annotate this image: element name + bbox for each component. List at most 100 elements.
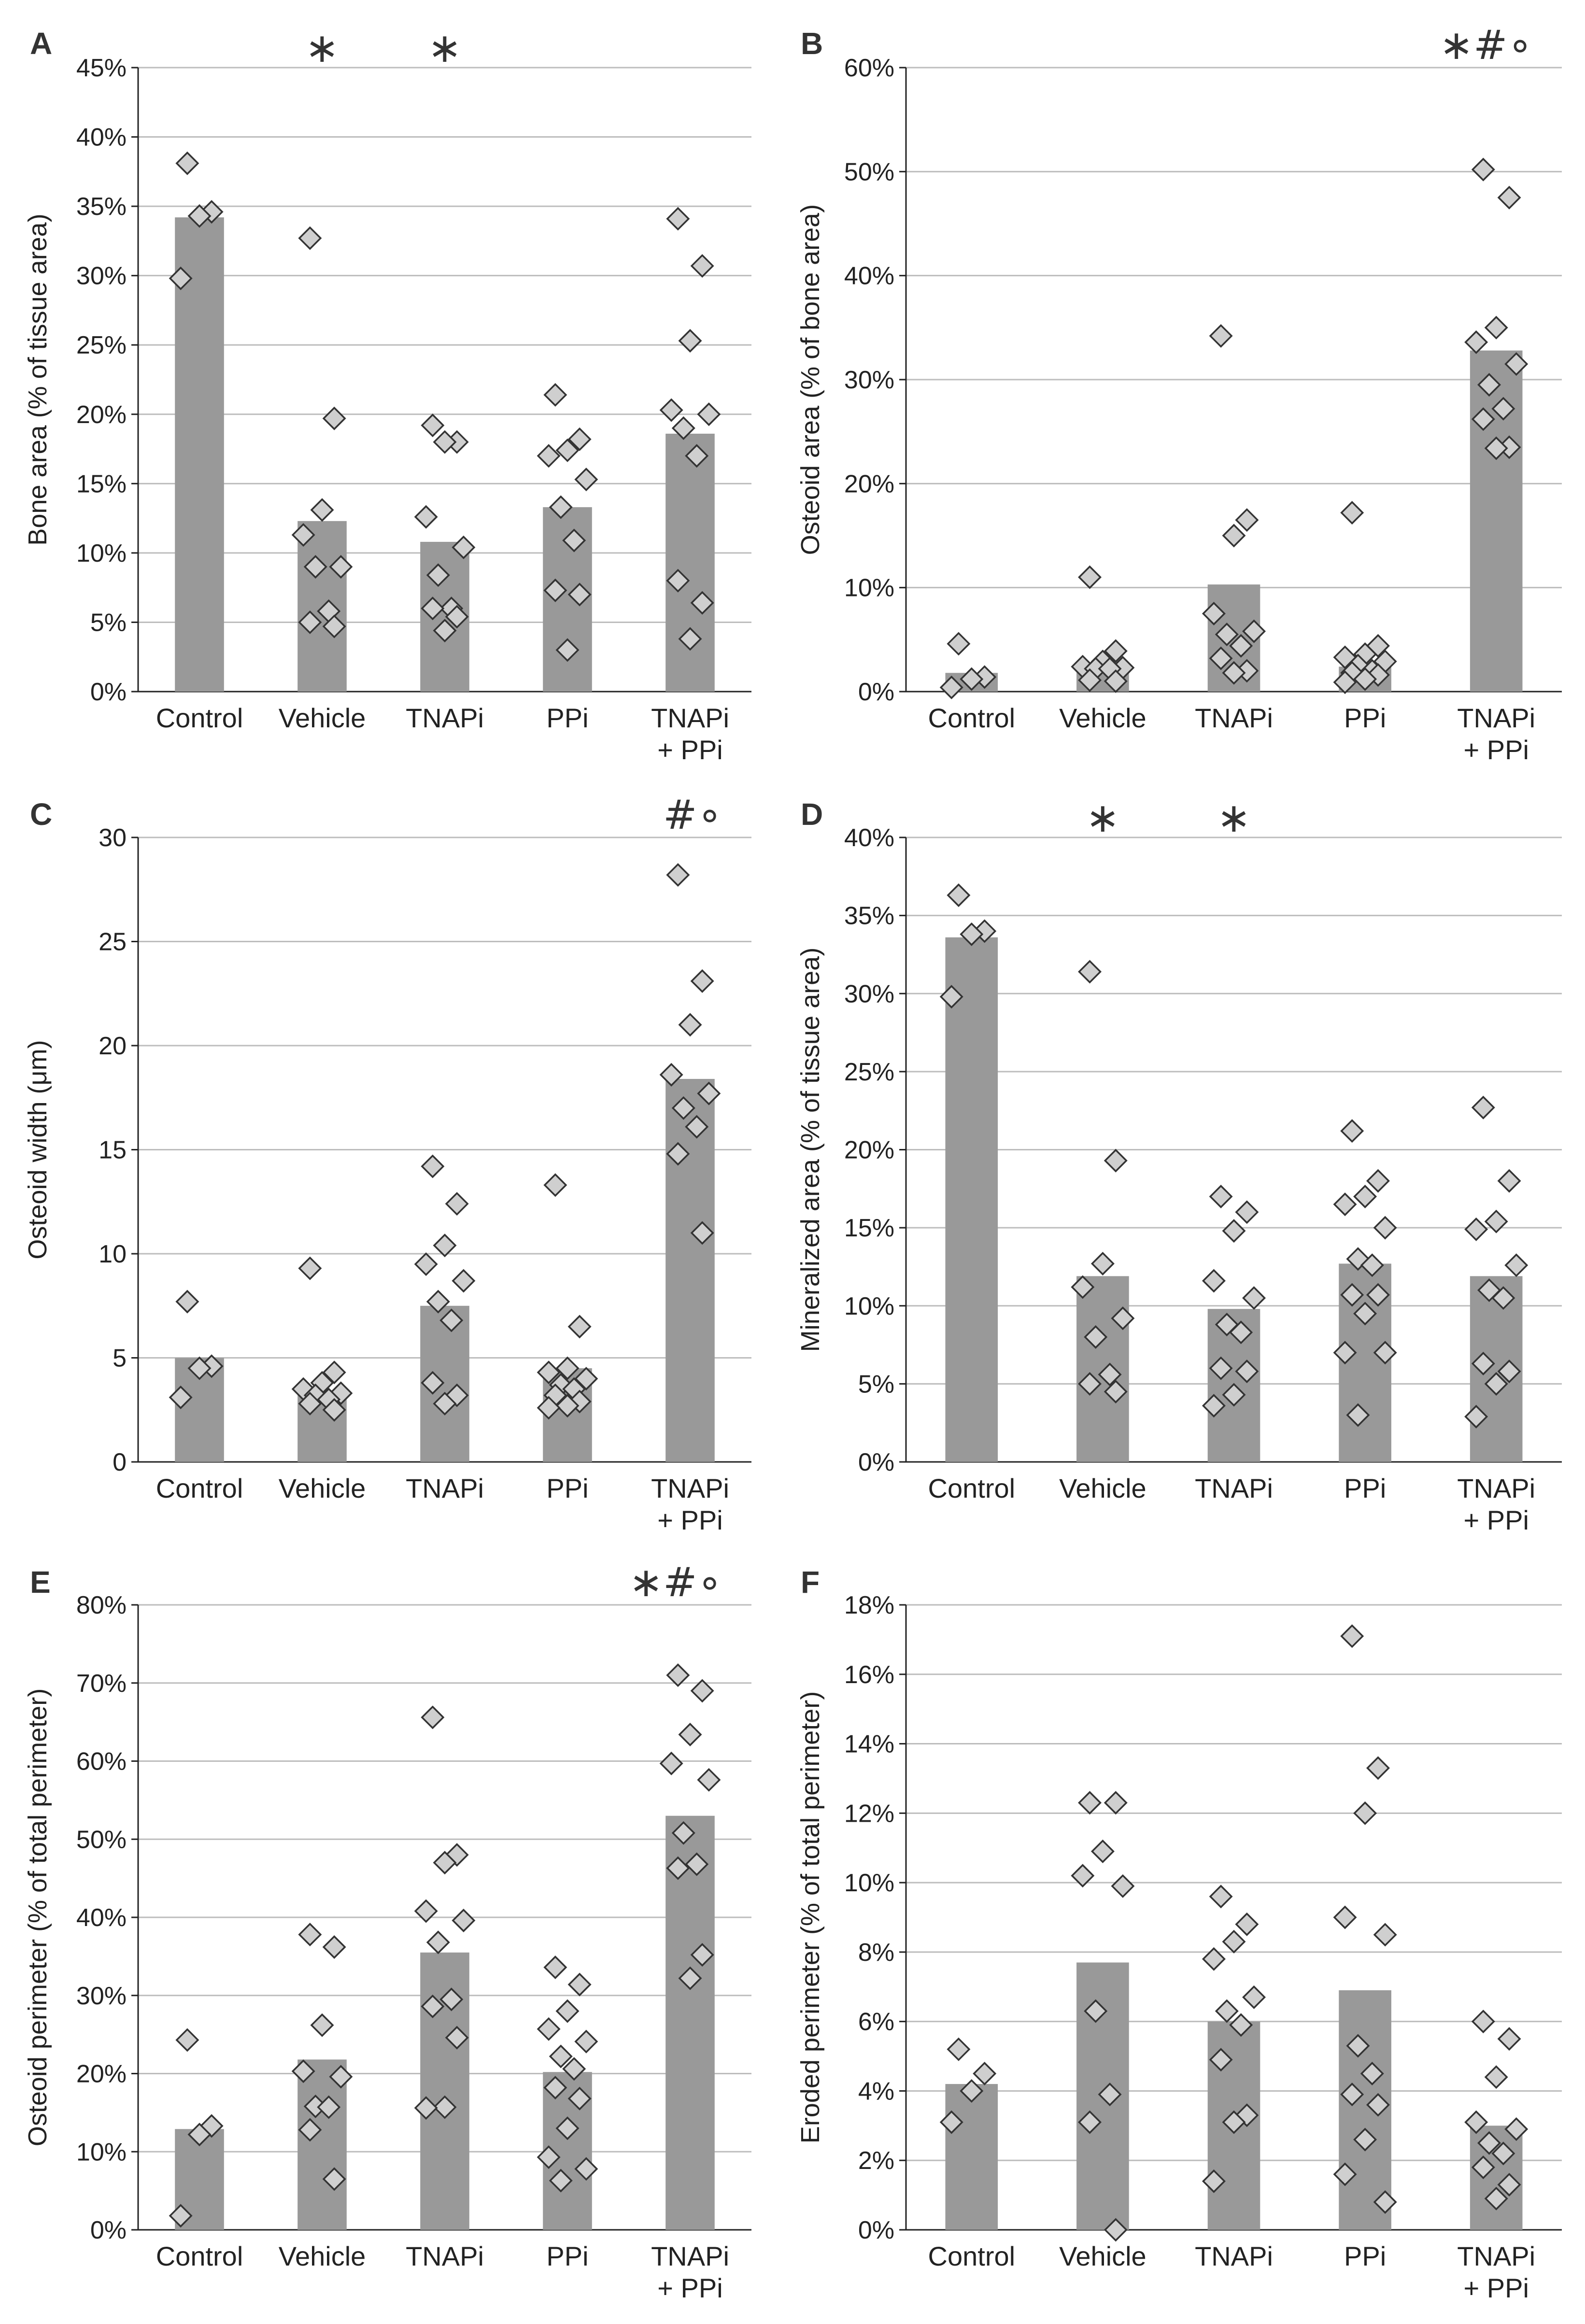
y-tick-label: 80% bbox=[76, 1591, 127, 1619]
data-point bbox=[685, 444, 709, 468]
data-point bbox=[1353, 2127, 1377, 2152]
data-point bbox=[562, 2057, 586, 2081]
y-tick-label: 6% bbox=[858, 2008, 894, 2036]
data-point bbox=[169, 1385, 193, 1409]
data-point bbox=[549, 2044, 573, 2069]
panel-letter: D bbox=[801, 797, 823, 832]
y-tick-label: 0% bbox=[858, 678, 894, 706]
chart-panel-d: D 0% 5% 10% 15% 20% 25% 30% 35% 40% Mineralized ar… bbox=[796, 794, 1562, 1535]
data-point bbox=[1235, 1912, 1259, 1936]
data-point bbox=[960, 2079, 984, 2103]
bar-mean bbox=[665, 1815, 715, 2230]
data-point bbox=[1353, 1801, 1377, 1825]
data-point bbox=[697, 1081, 721, 1105]
data-point bbox=[671, 1096, 695, 1120]
data-point bbox=[291, 523, 315, 547]
data-point bbox=[1484, 1209, 1508, 1233]
data-point bbox=[1098, 1362, 1122, 1387]
data-point bbox=[1202, 1394, 1226, 1418]
data-point bbox=[1373, 1923, 1397, 1947]
significance-marker: ∗#∘ bbox=[629, 1559, 722, 1606]
data-point bbox=[433, 1391, 457, 1416]
data-point bbox=[1484, 2186, 1508, 2211]
data-point bbox=[303, 555, 327, 579]
y-tick-label: 15 bbox=[99, 1136, 127, 1164]
data-point bbox=[574, 2157, 598, 2181]
x-category-label-line: PPi bbox=[1344, 2241, 1386, 2271]
y-tick-label: 4% bbox=[858, 2077, 894, 2105]
data-point bbox=[1235, 2103, 1259, 2127]
data-point bbox=[1471, 407, 1495, 431]
y-tick-label: 50% bbox=[76, 1826, 127, 1854]
data-point bbox=[1215, 623, 1239, 647]
data-point bbox=[1098, 2083, 1122, 2107]
data-point bbox=[666, 1142, 690, 1166]
data-point bbox=[445, 605, 469, 629]
x-category-label-line: Vehicle bbox=[279, 2241, 366, 2271]
y-tick-label: 20% bbox=[844, 470, 894, 498]
data-point bbox=[690, 969, 714, 993]
x-category-label-line: + PPi bbox=[657, 2273, 722, 2303]
data-point bbox=[1464, 1404, 1488, 1429]
data-point bbox=[421, 1705, 445, 1729]
x-category-label: Control bbox=[156, 2241, 243, 2271]
y-tick-label: 30% bbox=[844, 980, 894, 1008]
bar-mean bbox=[175, 217, 224, 692]
data-point bbox=[659, 1751, 683, 1775]
data-point bbox=[1504, 1253, 1528, 1277]
y-tick-label: 20 bbox=[99, 1032, 127, 1060]
data-point bbox=[543, 578, 567, 602]
x-category-label-line: + PPi bbox=[657, 1505, 722, 1535]
x-category-label: TNAPi + PPi bbox=[651, 703, 729, 765]
data-point bbox=[329, 555, 353, 579]
x-category-label-line: TNAPi bbox=[1195, 703, 1273, 733]
data-point bbox=[1360, 2062, 1384, 2085]
x-category-label: Control bbox=[928, 1473, 1016, 1503]
data-point bbox=[298, 1391, 322, 1416]
data-point bbox=[1084, 1999, 1108, 2023]
data-point bbox=[1346, 1403, 1370, 1427]
y-tick-label: 14% bbox=[844, 1730, 894, 1758]
y-tick-label: 10% bbox=[76, 2138, 127, 2166]
data-point bbox=[421, 1994, 445, 2018]
data-point bbox=[1340, 1283, 1364, 1307]
data-point bbox=[1464, 330, 1488, 354]
data-point bbox=[421, 1154, 445, 1178]
data-point bbox=[439, 1308, 464, 1332]
data-point bbox=[1340, 1624, 1364, 1648]
data-point bbox=[298, 2118, 322, 2142]
panel-letter: A bbox=[30, 26, 52, 61]
data-point bbox=[310, 498, 334, 522]
data-point bbox=[1242, 619, 1266, 643]
data-point bbox=[543, 1956, 567, 1979]
y-axis-title: Osteoid width (μm) bbox=[23, 1040, 52, 1259]
data-point bbox=[567, 2086, 592, 2111]
y-tick-label: 2% bbox=[858, 2147, 894, 2175]
data-point bbox=[322, 614, 346, 638]
data-point bbox=[1360, 1253, 1384, 1277]
chart-panel-a: A 0% 5% 10% 15% 20% 25% 30% 35% 40% 45% Bone area (… bbox=[23, 24, 751, 765]
y-tick-label: 0% bbox=[858, 2216, 894, 2244]
data-point bbox=[555, 1394, 580, 1418]
data-point bbox=[1497, 2173, 1521, 2197]
data-point bbox=[433, 430, 457, 454]
data-point bbox=[678, 1966, 702, 1990]
data-point bbox=[678, 1723, 702, 1746]
data-point bbox=[1471, 157, 1495, 182]
data-point bbox=[1111, 1874, 1135, 1898]
data-point bbox=[1104, 1148, 1128, 1173]
data-point bbox=[1215, 1999, 1239, 2023]
data-point bbox=[1202, 2169, 1226, 2193]
data-point bbox=[549, 2168, 573, 2193]
bar-mean bbox=[945, 937, 998, 1462]
y-tick-label: 40% bbox=[76, 124, 127, 152]
significance-marker: ∗ bbox=[1086, 794, 1119, 841]
data-point bbox=[1353, 1185, 1377, 1208]
data-point bbox=[1484, 436, 1508, 460]
y-tick-label: 25% bbox=[844, 1058, 894, 1086]
data-point bbox=[1209, 646, 1233, 670]
data-point bbox=[329, 2065, 353, 2089]
y-tick-label: 0% bbox=[858, 1448, 894, 1476]
data-point bbox=[317, 2095, 341, 2119]
data-point bbox=[555, 1999, 580, 2023]
